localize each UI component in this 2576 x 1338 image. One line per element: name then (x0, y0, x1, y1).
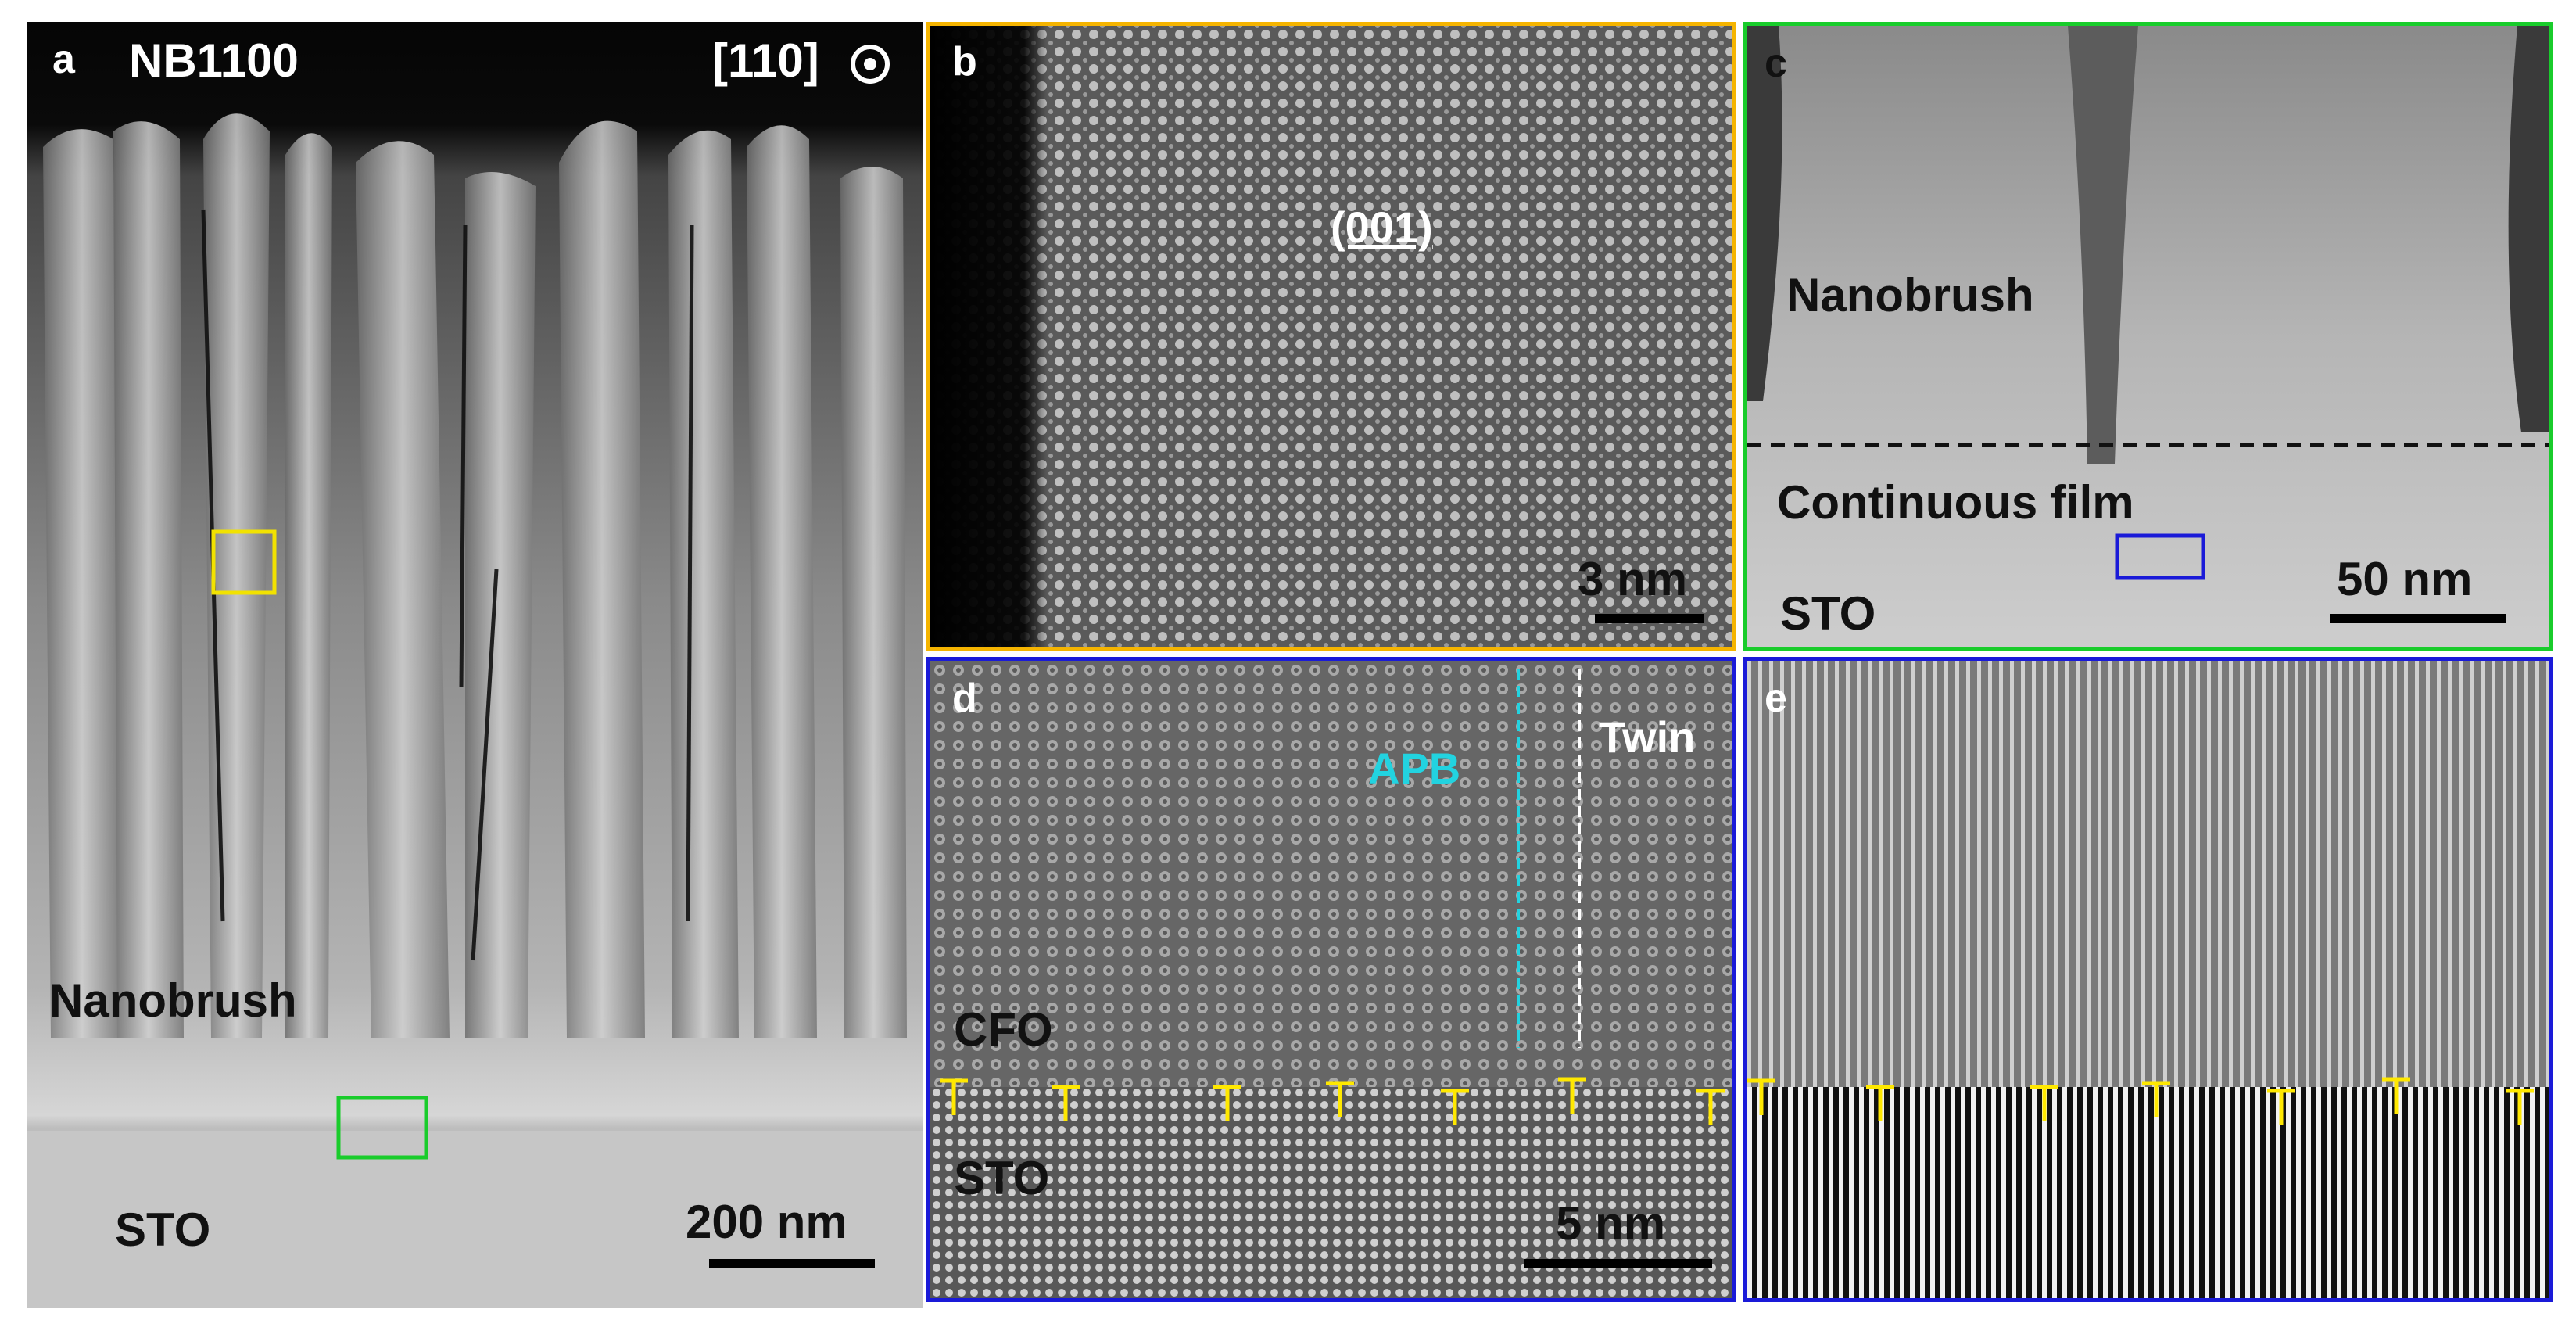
panel-d-apb-label: APB (1368, 744, 1461, 793)
panel-c-continuous-film-label: Continuous film (1777, 476, 2134, 529)
panel-d-cfo-label: CFO (954, 1003, 1053, 1056)
panel-a-title: NB1100 (129, 34, 299, 87)
panel-a-zone-axis: [110] (712, 34, 819, 87)
panel-a-scale-bar (709, 1259, 875, 1268)
panel-b-hrtem (930, 26, 1732, 647)
dislocation-markers-e (1747, 1077, 2534, 1125)
dislocation-markers (940, 1077, 1725, 1125)
panel-c-scale-label: 50 nm (2337, 553, 2473, 605)
blue-roi-box (2115, 533, 2205, 580)
panel-b: b (001) 3 nm (926, 22, 1736, 651)
panel-c-micrograph (1747, 26, 2549, 647)
panel-d-twin-label: Twin (1599, 712, 1696, 762)
panel-a-nanobrush-label: Nanobrush (49, 974, 297, 1027)
panel-e: e (1743, 657, 2553, 1302)
panel-b-scale-bar (1595, 614, 1704, 623)
circle-dot-icon (851, 45, 890, 84)
panel-d-letter: d (952, 676, 977, 721)
panel-b-plane-label: (001) (1331, 203, 1433, 252)
panel-d: d APB Twin CFO STO 5 nm (926, 657, 1736, 1302)
panel-c: c Nanobrush Continuous film STO 50 nm (1743, 22, 2553, 651)
yellow-roi-box (211, 529, 277, 595)
panel-a-scale-label: 200 nm (686, 1196, 847, 1248)
panel-a-micrograph (27, 22, 923, 1308)
panel-c-scale-bar (2330, 614, 2506, 623)
panel-d-scale-bar (1524, 1259, 1712, 1268)
panel-e-letter: e (1765, 676, 1787, 721)
panel-c-sto-label: STO (1780, 587, 1876, 640)
panel-b-letter: b (952, 39, 977, 84)
panel-a-sto-label: STO (115, 1203, 211, 1256)
panel-d-scale-label: 5 nm (1556, 1197, 1666, 1250)
panel-c-nanobrush-label: Nanobrush (1786, 269, 2034, 321)
panel-a-letter: a (52, 37, 75, 82)
panel-a: a NB1100 [110] Nanobrush STO 200 nm (27, 22, 923, 1308)
panel-b-scale-label: 3 nm (1578, 553, 1688, 605)
panel-c-letter: c (1765, 41, 1787, 86)
panel-d-hrtem (930, 661, 1732, 1298)
green-roi-box (336, 1096, 428, 1160)
panel-d-sto-label: STO (954, 1152, 1050, 1204)
panel-e-filtered-image (1747, 661, 2549, 1298)
